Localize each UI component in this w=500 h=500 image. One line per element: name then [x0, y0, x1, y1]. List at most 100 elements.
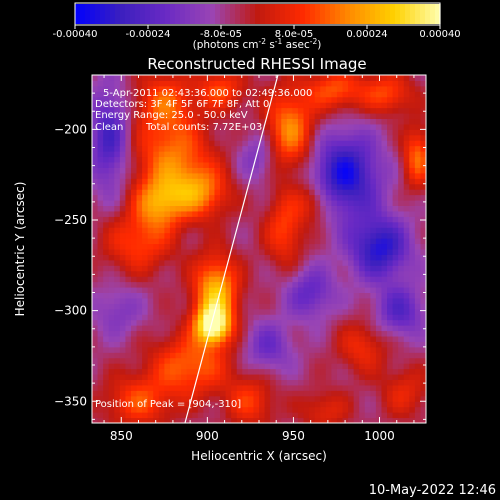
map-pixel — [192, 406, 199, 413]
map-pixel — [130, 287, 138, 293]
map-pixel — [103, 85, 110, 92]
map-pixel — [309, 303, 316, 310]
map-pixel — [320, 107, 327, 114]
map-pixel — [342, 221, 349, 228]
map-pixel — [275, 265, 282, 272]
map-pixel — [147, 336, 154, 342]
map-pixel — [125, 85, 132, 92]
map-pixel — [281, 205, 288, 212]
map-pixel — [225, 118, 232, 125]
map-pixel — [353, 113, 360, 119]
map-pixel — [203, 167, 210, 174]
map-pixel — [259, 189, 266, 196]
map-pixel — [142, 314, 149, 321]
map-pixel — [247, 200, 254, 206]
map-pixel — [420, 319, 426, 326]
map-pixel — [153, 259, 160, 266]
map-pixel — [231, 102, 238, 109]
map-pixel — [353, 287, 360, 293]
map-pixel — [375, 341, 382, 348]
map-pixel — [264, 330, 271, 337]
map-pixel — [331, 243, 338, 250]
map-pixel — [169, 325, 176, 332]
map-pixel — [370, 91, 377, 98]
map-pixel — [208, 156, 215, 163]
map-pixel — [398, 297, 405, 304]
map-pixel — [387, 325, 394, 332]
map-pixel — [247, 368, 254, 375]
map-pixel — [409, 151, 416, 158]
map-pixel — [247, 167, 254, 174]
map-pixel — [114, 189, 121, 196]
map-pixel — [281, 341, 288, 348]
map-pixel — [147, 308, 154, 315]
map-pixel — [398, 249, 405, 255]
map-pixel — [375, 384, 382, 391]
map-pixel — [309, 287, 316, 293]
map-pixel — [325, 249, 332, 255]
map-pixel — [409, 395, 416, 402]
map-pixel — [175, 156, 182, 163]
map-pixel — [331, 189, 338, 196]
map-pixel — [125, 336, 132, 342]
map-pixel — [169, 368, 176, 375]
map-pixel — [286, 91, 293, 98]
map-pixel — [303, 384, 310, 391]
map-pixel — [253, 319, 260, 326]
map-pixel — [208, 249, 215, 255]
map-pixel — [92, 325, 99, 332]
map-pixel — [220, 314, 227, 321]
map-pixel — [392, 107, 399, 114]
map-pixel — [97, 91, 104, 98]
map-pixel — [409, 352, 416, 359]
map-pixel — [169, 183, 176, 190]
map-pixel — [103, 249, 110, 255]
map-pixel — [342, 232, 349, 239]
map-pixel — [398, 287, 405, 293]
map-pixel — [147, 216, 154, 223]
map-pixel — [114, 238, 121, 245]
annotation-detectors: Detectors: 3F 4F 5F 6F 7F 8F, Att 0 — [95, 99, 269, 110]
map-pixel — [381, 406, 388, 413]
map-pixel — [125, 145, 132, 152]
map-pixel — [92, 200, 99, 206]
map-pixel — [158, 292, 165, 299]
map-pixel — [392, 368, 399, 375]
map-pixel — [370, 379, 377, 386]
map-pixel — [119, 118, 126, 125]
map-pixel — [147, 319, 154, 326]
map-pixel — [353, 189, 360, 196]
colorbar-cell — [150, 4, 156, 24]
colorbar-cell — [155, 4, 161, 24]
map-pixel — [214, 417, 221, 423]
map-pixel — [158, 330, 165, 337]
map-pixel — [175, 151, 182, 158]
map-pixel — [414, 151, 421, 158]
map-pixel — [364, 292, 371, 299]
map-pixel — [414, 352, 421, 359]
map-pixel — [225, 107, 232, 114]
map-pixel — [142, 210, 149, 217]
map-pixel — [281, 140, 288, 147]
map-pixel — [169, 129, 176, 136]
map-pixel — [359, 281, 366, 288]
map-pixel — [208, 96, 215, 103]
map-pixel — [264, 352, 271, 359]
map-pixel — [114, 412, 121, 419]
map-pixel — [348, 259, 355, 266]
colorbar-cell — [135, 4, 141, 24]
map-pixel — [270, 374, 277, 380]
map-pixel — [370, 297, 377, 304]
map-pixel — [353, 129, 360, 136]
map-pixel — [259, 238, 266, 245]
map-pixel — [208, 243, 215, 250]
map-pixel — [420, 281, 426, 288]
map-pixel — [97, 200, 104, 206]
map-pixel — [203, 145, 210, 152]
map-pixel — [381, 330, 388, 337]
map-pixel — [403, 265, 410, 272]
map-pixel — [125, 194, 132, 201]
map-pixel — [169, 336, 176, 342]
map-pixel — [186, 145, 193, 152]
map-pixel — [220, 216, 227, 223]
